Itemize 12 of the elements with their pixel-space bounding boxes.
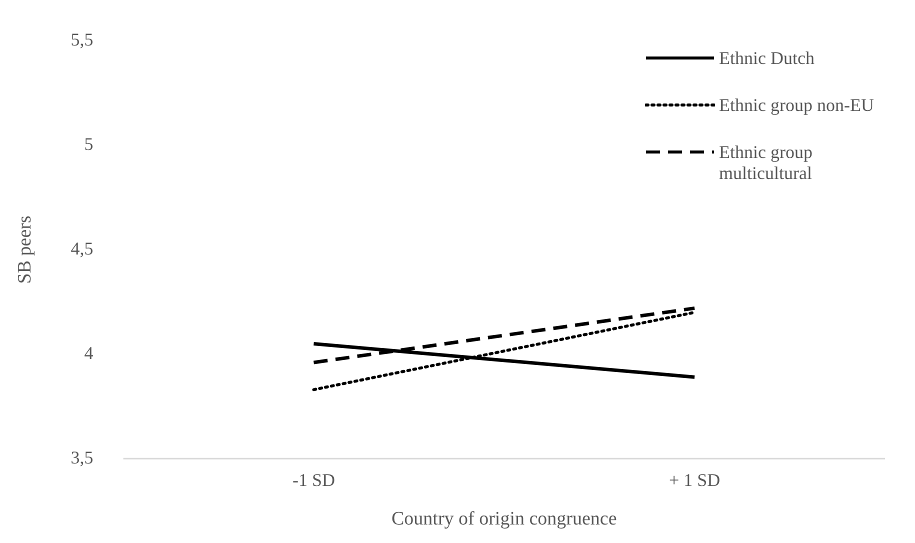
y-tick-label: 4 <box>84 342 94 363</box>
y-tick-label: 3,5 <box>70 447 94 468</box>
x-tick-label: + 1 SD <box>668 470 720 490</box>
y-tick-label: 4,5 <box>70 238 94 258</box>
legend-label: Ethnic Dutch <box>719 48 814 69</box>
y-axis-title: SB peers <box>14 216 36 284</box>
legend-label: Ethnic group non-EU <box>719 95 874 116</box>
legend-label: Ethnic group multicultural <box>719 142 814 184</box>
x-axis-title: Country of origin congruence <box>391 508 617 530</box>
x-tick-label: -1 SD <box>292 470 335 490</box>
y-tick-label: 5,5 <box>70 30 94 50</box>
y-tick-label: 5 <box>84 134 94 154</box>
